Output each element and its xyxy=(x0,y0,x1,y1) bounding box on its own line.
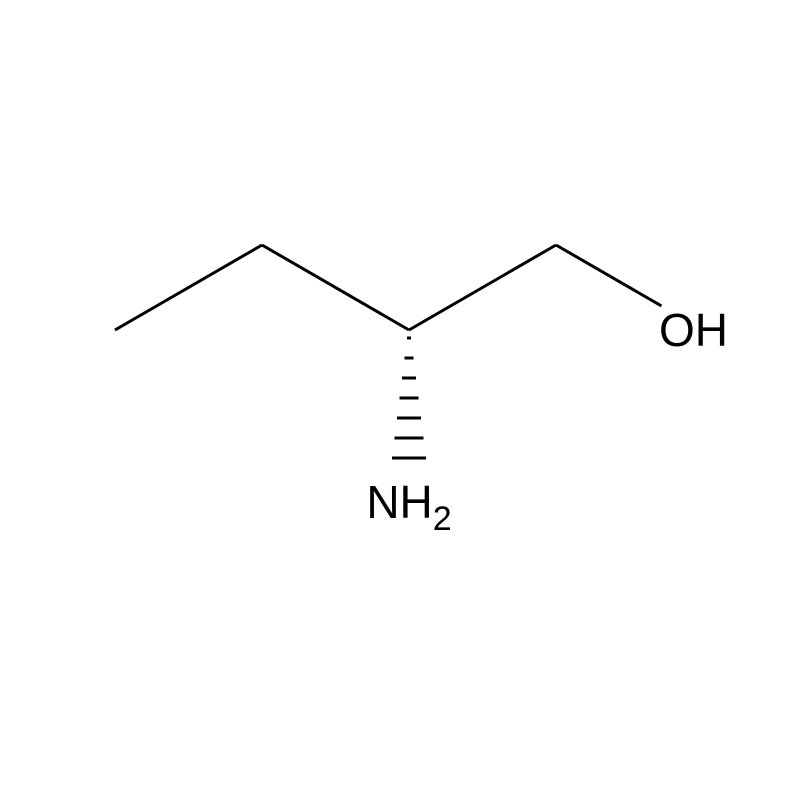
bond-0 xyxy=(115,245,262,330)
bond-1 xyxy=(262,245,409,330)
oh-label: OH xyxy=(659,304,728,356)
bond-3 xyxy=(556,245,661,306)
bond-2 xyxy=(409,245,556,330)
molecule-canvas: OH NH2 xyxy=(0,0,800,800)
nh2-label: NH2 xyxy=(366,476,451,538)
